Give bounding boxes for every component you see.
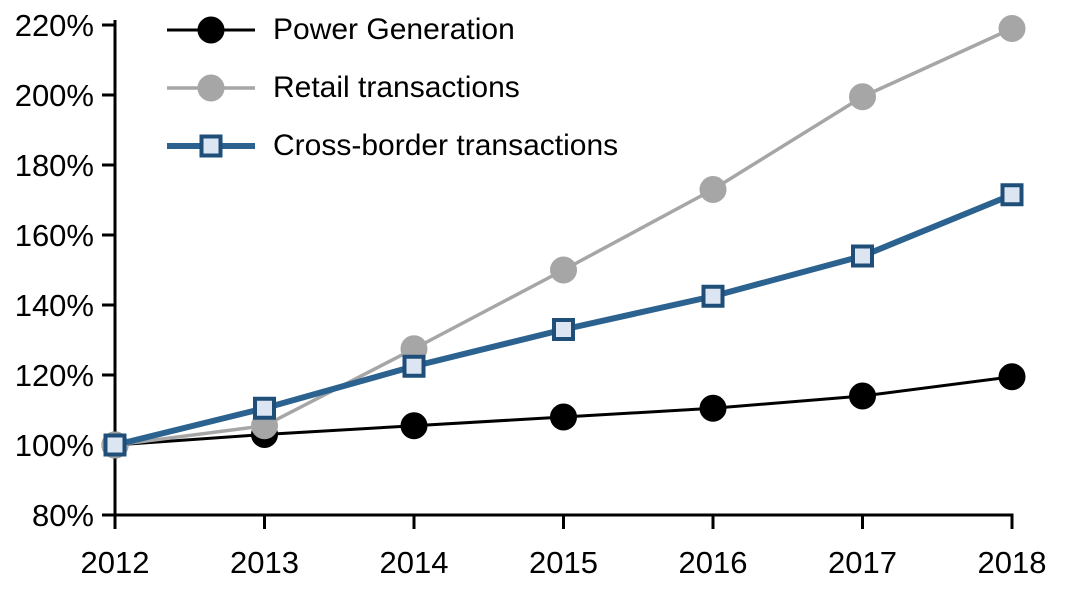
y-axis-tick-label: 120%: [15, 358, 94, 393]
marker-retail-transactions: [849, 83, 876, 111]
y-axis-tick-label: 220%: [15, 8, 94, 43]
marker-cross-border-transactions: [701, 284, 725, 308]
legend-label-retail-transactions: Retail transactions: [273, 71, 520, 104]
y-axis-tick-label: 180%: [15, 148, 94, 183]
legend-label-cross-border-transactions: Cross-border transactions: [273, 129, 619, 162]
marker-cross-border-transactions: [103, 433, 127, 457]
x-axis-tick-label: 2013: [230, 545, 299, 580]
x-axis-tick-label: 2015: [529, 545, 598, 580]
marker-retail-transactions: [699, 176, 727, 203]
marker-power-generation: [699, 394, 727, 422]
y-axis-tick-label: 160%: [15, 218, 94, 253]
marker-cross-border-transactions: [851, 244, 874, 268]
y-axis-tick-label: 200%: [15, 78, 94, 113]
legend-label-power-generation: Power Generation: [273, 13, 515, 46]
marker-power-generation: [400, 412, 428, 440]
marker-cross-border-transactions: [253, 396, 276, 420]
marker-cross-border-transactions: [552, 318, 575, 341]
x-axis-tick-label: 2018: [978, 545, 1047, 580]
marker-power-generation: [849, 382, 876, 410]
x-axis-tick-label: 2017: [828, 545, 897, 580]
y-axis-tick-label: 140%: [15, 288, 94, 323]
x-axis-tick-label: 2012: [81, 545, 150, 580]
legend-item-retail-transactions: Retail transactions: [167, 59, 618, 117]
chart-legend: Power Generation Retail transactions Cro…: [167, 1, 618, 175]
legend-item-cross-border-transactions: Cross-border transactions: [167, 117, 618, 175]
legend-item-power-generation: Power Generation: [167, 1, 618, 59]
marker-cross-border-transactions: [1000, 183, 1024, 207]
marker-power-generation: [998, 363, 1026, 391]
retail-transactions-line-marker-icon: [167, 74, 255, 102]
power-generation-line-marker-icon: [167, 16, 255, 44]
legend-marker-retail-transactions: [197, 74, 225, 102]
legend-marker-cross-border-transactions: [199, 134, 223, 158]
marker-cross-border-transactions: [402, 354, 426, 378]
cross-border-transactions-line-marker-icon: [167, 134, 255, 158]
legend-marker-power-generation: [197, 16, 225, 44]
x-axis-tick-label: 2014: [380, 545, 449, 580]
y-axis-tick-label: 100%: [15, 428, 94, 463]
y-axis-tick-label: 80%: [32, 498, 94, 533]
x-axis-tick-label: 2016: [679, 545, 748, 580]
marker-power-generation: [550, 403, 577, 431]
marker-retail-transactions: [550, 256, 577, 284]
marker-retail-transactions: [998, 15, 1026, 42]
